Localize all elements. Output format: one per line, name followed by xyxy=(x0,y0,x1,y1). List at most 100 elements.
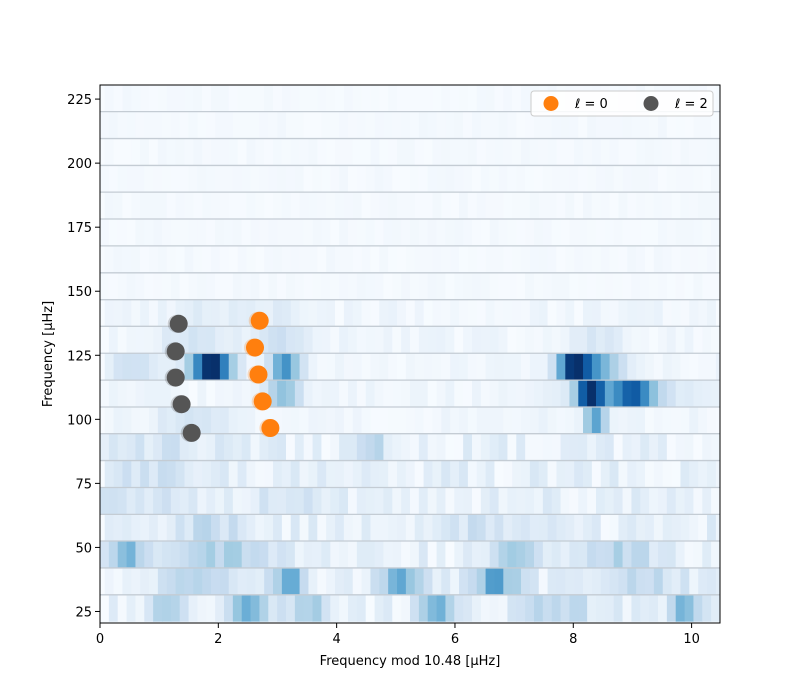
heatmap-cell xyxy=(414,299,425,327)
heatmap-cell xyxy=(707,460,717,488)
heatmap-cell xyxy=(277,433,287,461)
heatmap-cell xyxy=(636,407,646,434)
heatmap-cell xyxy=(662,299,673,327)
heatmap-cell xyxy=(476,460,487,488)
heatmap-cell xyxy=(551,594,562,622)
heatmap-cell xyxy=(494,245,504,273)
heatmap-row xyxy=(104,245,720,273)
heatmap-cell xyxy=(534,433,544,461)
heatmap-cell xyxy=(162,272,172,300)
heatmap-cell xyxy=(264,85,274,112)
heatmap-cell xyxy=(560,487,571,515)
heatmap-cell xyxy=(335,245,345,273)
heatmap-cell xyxy=(140,85,150,112)
heatmap-cell xyxy=(326,353,336,381)
heatmap-cell xyxy=(450,460,460,488)
heatmap-cell xyxy=(489,487,500,515)
heatmap-cell xyxy=(286,380,296,407)
heatmap-row xyxy=(100,165,720,193)
heatmap-cell xyxy=(600,407,611,434)
heatmap-cell xyxy=(427,218,438,246)
heatmap-cell xyxy=(698,192,708,219)
heatmap-cell xyxy=(392,594,402,622)
heatmap-cell xyxy=(684,218,695,246)
heatmap-cell xyxy=(175,245,186,273)
heatmap-cell xyxy=(206,487,216,515)
heatmap-cell xyxy=(348,380,358,407)
heatmap-cell xyxy=(600,460,611,488)
heatmap-cell xyxy=(547,138,558,166)
heatmap-cell xyxy=(277,165,287,193)
heatmap-cell xyxy=(179,165,190,193)
heatmap-cell xyxy=(494,85,504,112)
heatmap-cell xyxy=(179,380,190,407)
heatmap-cell xyxy=(117,541,128,568)
heatmap-cell xyxy=(627,245,637,273)
heatmap-cell xyxy=(392,380,402,407)
heatmap-cell xyxy=(104,567,115,595)
heatmap-cell xyxy=(618,353,628,381)
heatmap-cell xyxy=(596,541,606,568)
heatmap-cell xyxy=(264,514,274,542)
heatmap-cell xyxy=(361,192,372,219)
heatmap-cell xyxy=(503,407,513,434)
heatmap-cell xyxy=(264,299,274,327)
heatmap-cell xyxy=(290,245,301,273)
heatmap-cell xyxy=(445,272,455,300)
heatmap-cell xyxy=(405,567,416,595)
heatmap-cell xyxy=(259,541,269,568)
heatmap-cell xyxy=(228,514,239,542)
heatmap-cell xyxy=(326,245,336,273)
heatmap-cell xyxy=(574,299,584,327)
heatmap-cell xyxy=(361,407,372,434)
heatmap-cell xyxy=(480,380,491,407)
heatmap-cell xyxy=(427,380,438,407)
heatmap-cell xyxy=(356,433,367,461)
heatmap-cell xyxy=(365,326,376,354)
heatmap-cell xyxy=(711,272,720,300)
heatmap-row xyxy=(104,407,720,434)
heatmap-cell xyxy=(627,192,637,219)
heatmap-cell xyxy=(397,460,407,488)
heatmap-cell xyxy=(321,487,331,515)
heatmap-cell xyxy=(286,541,296,568)
heatmap-cell xyxy=(405,138,416,166)
heatmap-cell xyxy=(459,460,469,488)
heatmap-cell xyxy=(352,138,363,166)
heatmap-cell xyxy=(356,594,367,622)
heatmap-cell xyxy=(587,165,597,193)
heatmap-cell xyxy=(206,272,216,300)
heatmap-cell xyxy=(179,487,190,515)
heatmap-cell xyxy=(232,433,243,461)
heatmap-cell xyxy=(122,299,132,327)
heatmap-cell xyxy=(689,299,699,327)
heatmap-cell xyxy=(126,433,137,461)
heatmap-cell xyxy=(680,514,690,542)
heatmap-cell xyxy=(587,272,597,300)
heatmap-cell xyxy=(441,192,451,219)
heatmap-cell xyxy=(693,541,703,568)
heatmap-cell xyxy=(538,407,549,434)
heatmap-cell xyxy=(604,111,615,139)
heatmap-cell xyxy=(281,138,292,166)
heatmap-cell xyxy=(715,407,720,434)
heatmap-cell xyxy=(622,111,633,139)
heatmap-cell xyxy=(144,326,154,354)
heatmap-cell xyxy=(410,487,420,515)
heatmap-cell xyxy=(326,138,336,166)
heatmap-cell xyxy=(308,192,318,219)
heatmap-cell xyxy=(463,380,473,407)
heatmap-cell xyxy=(494,514,504,542)
heatmap-cell xyxy=(179,218,190,246)
heatmap-cell xyxy=(556,407,566,434)
heatmap-cell xyxy=(485,299,496,327)
heatmap-cell xyxy=(117,487,128,515)
heatmap-cell xyxy=(485,567,496,595)
heatmap-cell xyxy=(241,380,252,407)
heatmap-cell xyxy=(202,299,212,327)
heatmap-cell xyxy=(131,192,141,219)
heatmap-cell xyxy=(707,138,717,166)
heatmap-cell xyxy=(370,514,380,542)
heatmap-cell xyxy=(600,138,611,166)
heatmap-cell xyxy=(202,192,212,219)
